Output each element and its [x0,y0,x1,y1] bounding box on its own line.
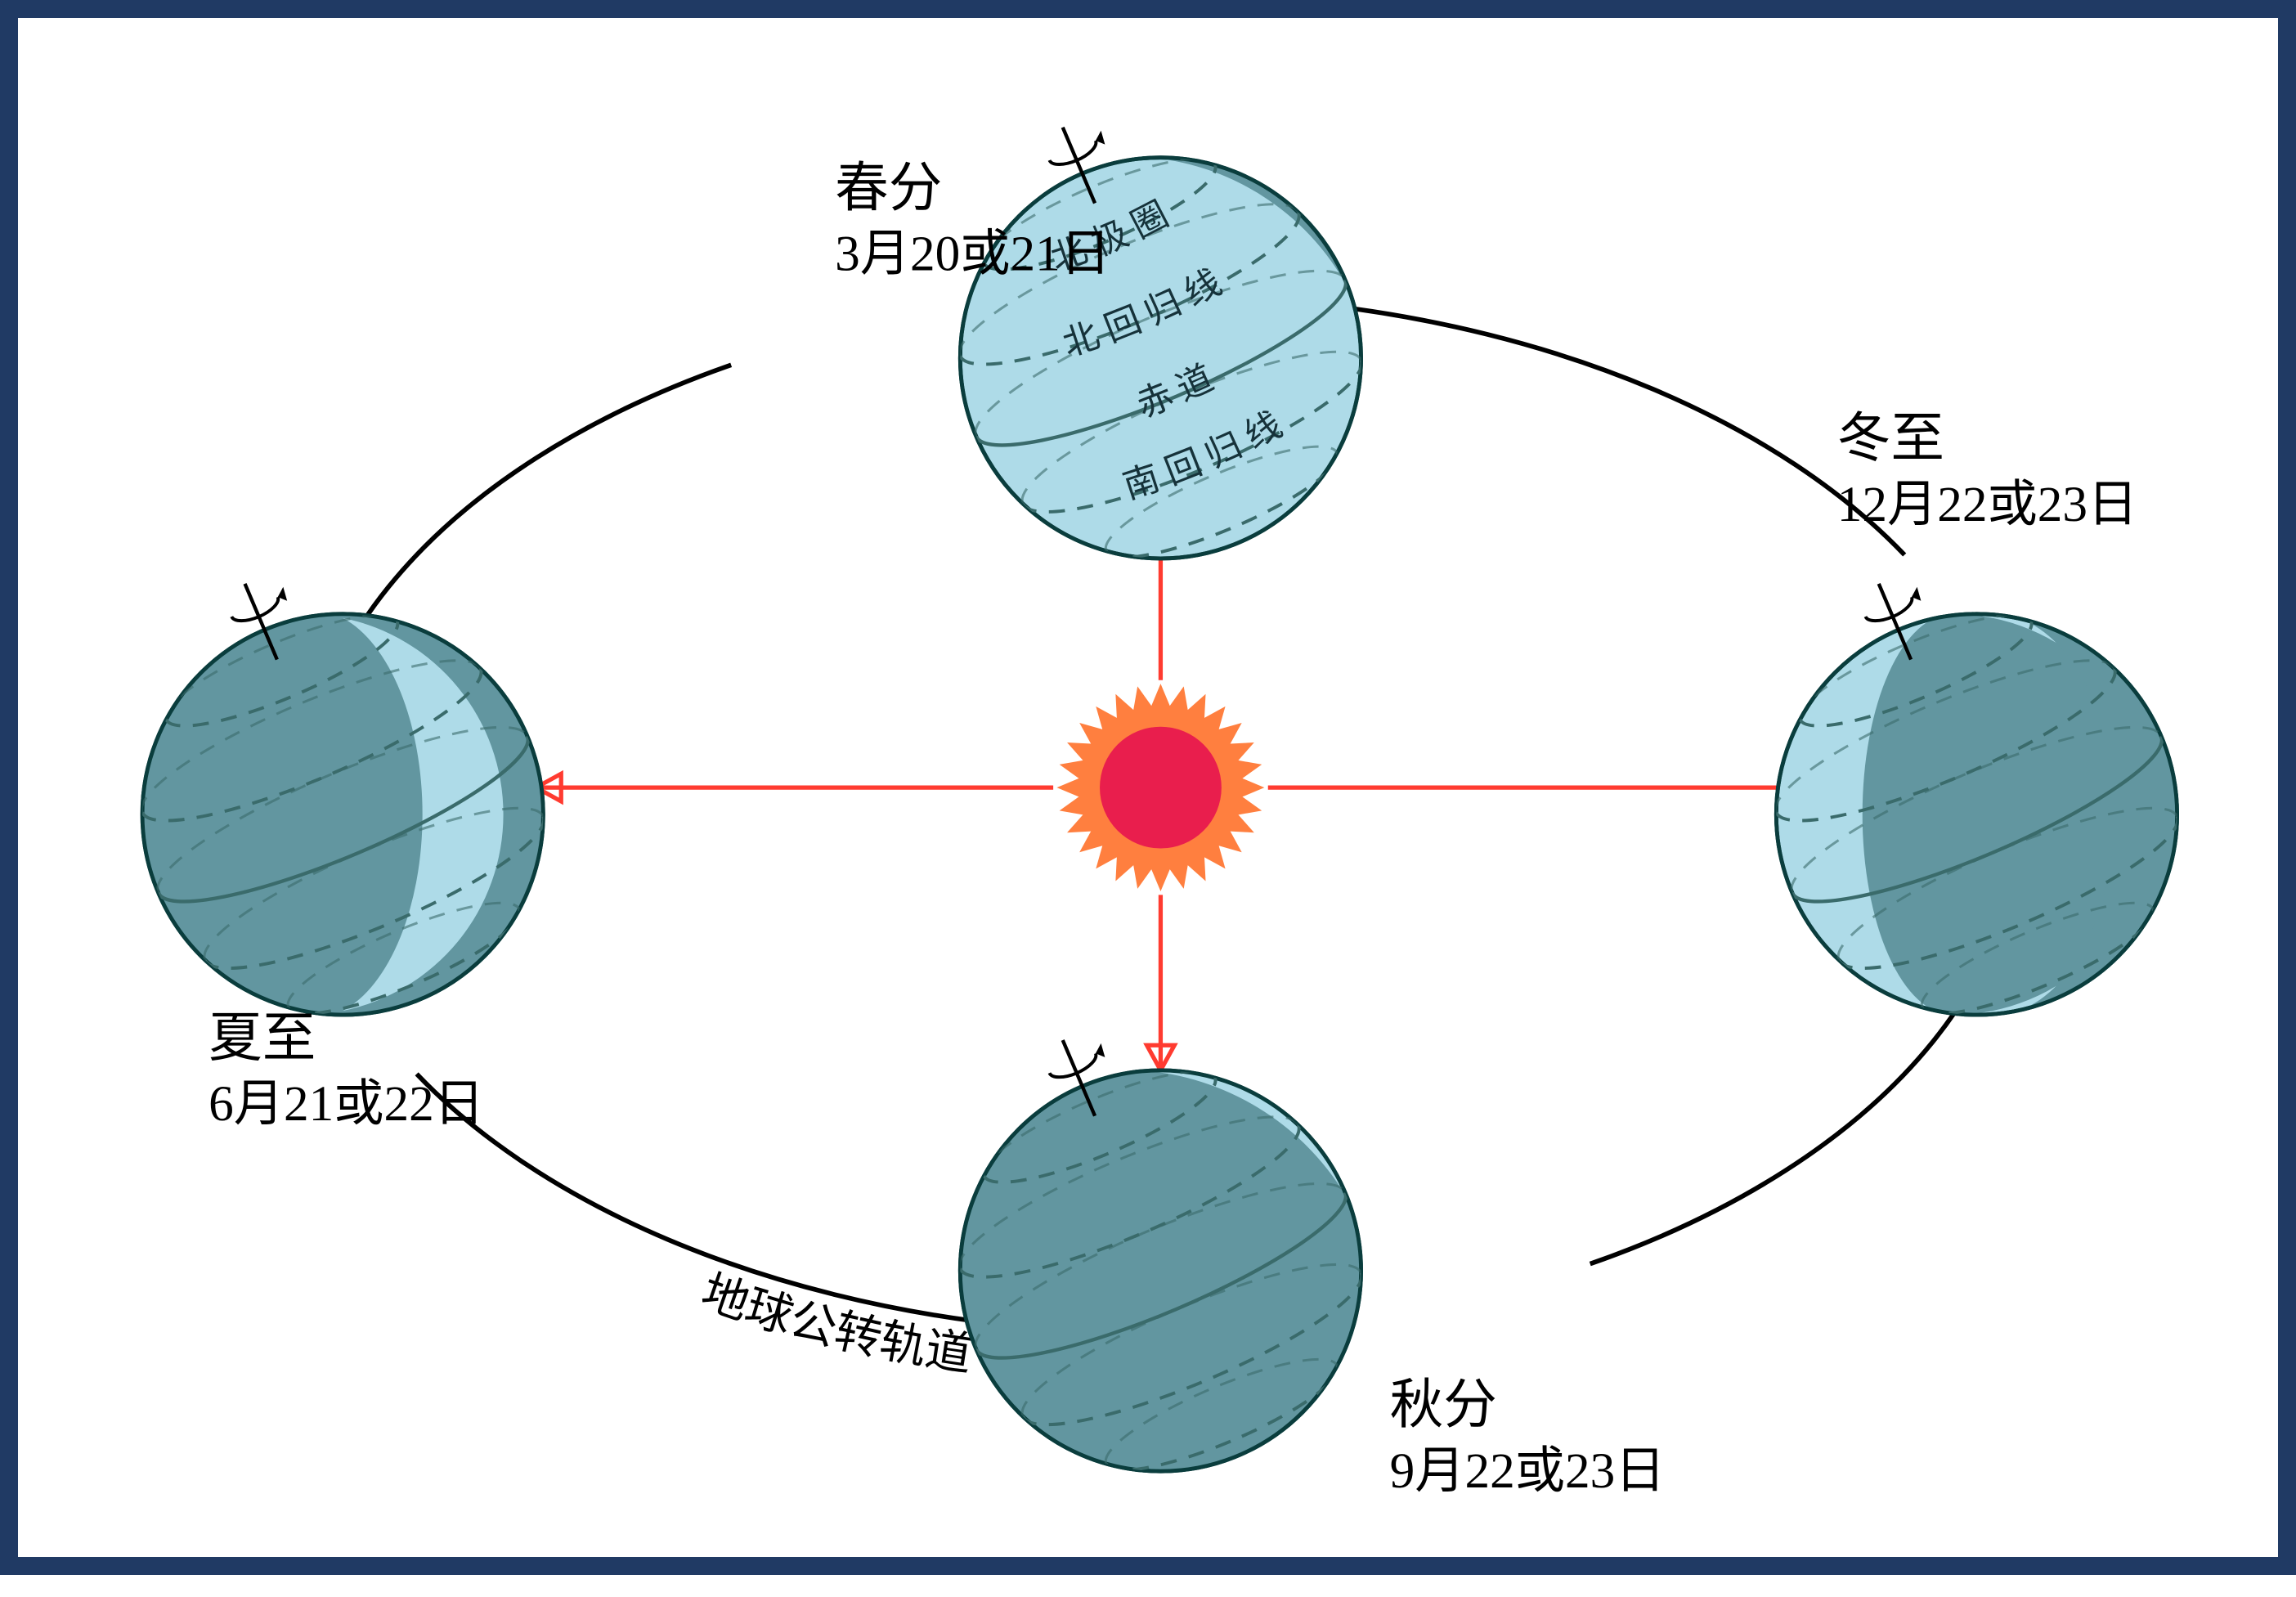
earth-orbit-diagram: 地球公转轨道北 极 圈北 回 归 线赤 道南 回 归 线春分3月20或21日夏至… [18,18,2296,1593]
position-date-spring: 3月20或21日 [835,227,1110,282]
position-date-summer: 6月21或22日 [209,1076,484,1132]
earth-summer [142,614,543,1015]
position-date-autumn: 9月22或23日 [1390,1443,1666,1499]
position-date-winter: 12月22或23日 [1837,477,2138,532]
position-name-spring: 春分 [835,159,942,218]
sun-core [1100,727,1222,849]
position-name-autumn: 秋分 [1390,1375,1497,1435]
earth-winter [1776,614,2177,1015]
orbit-label: 地球公转轨道 [695,1266,975,1381]
position-name-summer: 夏至 [209,1008,316,1068]
position-name-winter: 冬至 [1837,409,1944,469]
diagram-frame: 地球公转轨道北 极 圈北 回 归 线赤 道南 回 归 线春分3月20或21日夏至… [0,0,2296,1575]
orbit-arc [1310,303,1904,555]
